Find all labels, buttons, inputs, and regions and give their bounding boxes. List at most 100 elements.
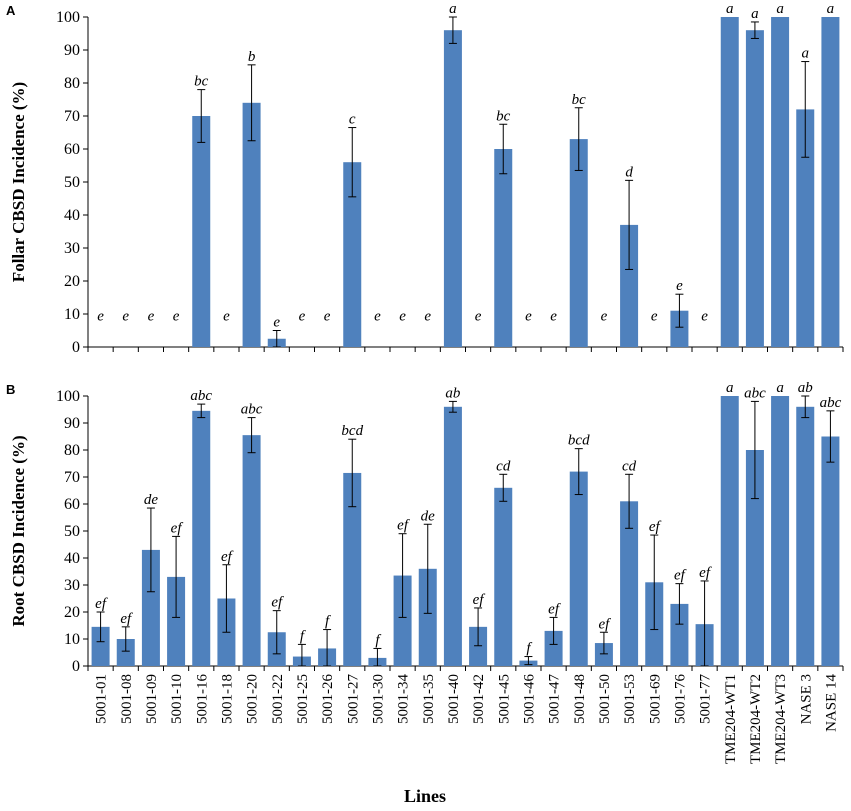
significance-letter-b: f xyxy=(325,614,331,630)
x-axis-category-labels: 5001-01 5001-08 5001-09 5001-10 5001-16 5001-… xyxy=(94,674,840,764)
x-tick-label: 5001-69 xyxy=(647,674,663,724)
y-tick-label-a: 60 xyxy=(64,141,80,158)
bar-b-5001-01 xyxy=(91,626,110,666)
bar-b-5001-42 xyxy=(469,626,488,666)
x-tick-label: 5001-77 xyxy=(698,674,714,724)
significance-letter-b: ef xyxy=(548,601,561,617)
bar-b-tme204-wt3 xyxy=(771,396,790,666)
significance-letter-a: a xyxy=(827,1,835,17)
bar-b-tme204-wt2 xyxy=(745,450,764,666)
x-tick-label: 5001-46 xyxy=(521,674,537,724)
x-tick-label: 5001-48 xyxy=(572,674,588,724)
bar-a-5001-16 xyxy=(192,116,211,347)
significance-letter-a: e xyxy=(273,315,280,331)
x-tick-label: 5001-22 xyxy=(270,674,286,724)
significance-letter-b: ef xyxy=(649,519,662,535)
bar-b-5001-53 xyxy=(620,501,639,666)
significance-letter-a: e xyxy=(299,309,306,325)
y-tick-label-a: 40 xyxy=(64,207,80,224)
significance-letter-a: e xyxy=(676,278,683,294)
x-tick-label: TME204-WT2 xyxy=(748,674,764,764)
significance-letter-b: ef xyxy=(95,596,108,612)
significance-letter-a: a xyxy=(776,1,784,17)
x-tick-label: 5001-25 xyxy=(295,674,311,724)
x-tick-label: 5001-01 xyxy=(94,674,110,724)
significance-letter-a: e xyxy=(173,309,180,325)
bar-b-5001-47 xyxy=(544,630,563,666)
x-tick-label: 5001-27 xyxy=(345,674,361,724)
significance-letter-b: bcd xyxy=(568,433,590,449)
x-tick-label: 5001-42 xyxy=(471,674,487,724)
significance-letter-b: abc xyxy=(820,395,842,411)
bar-b-5001-16 xyxy=(192,410,211,666)
significance-letter-a: e xyxy=(601,309,608,325)
significance-letter-b: cd xyxy=(496,458,511,474)
bar-a-tme204-wt2 xyxy=(745,30,764,347)
bar-a-5001-53 xyxy=(620,224,639,347)
significance-letter-b: ef xyxy=(473,592,486,608)
bar-b-5001-34 xyxy=(393,575,412,666)
panel-a-foliar-chart: 0 10 20 30 40 50 60 70 80 90 100 e e e e bc e b e e e c e e e a e b… xyxy=(6,1,844,356)
bar-b-5001-27 xyxy=(343,472,362,666)
x-tick-label: 5001-40 xyxy=(446,674,462,724)
significance-letter-b: a xyxy=(776,380,784,396)
x-tick-label: 5001-26 xyxy=(320,674,336,724)
significance-letter-b: abc xyxy=(241,402,263,418)
significance-letter-b: f xyxy=(300,628,306,644)
y-tick-label-b: 20 xyxy=(64,604,80,621)
x-tick-label: 5001-08 xyxy=(119,674,135,724)
significance-letter-a: a xyxy=(802,46,810,62)
panel-b-root-chart: 0102030405060708090100efefdeefabcefabcef… xyxy=(6,380,844,675)
y-tick-label-b: 90 xyxy=(64,415,80,432)
y-tick-label-a: 90 xyxy=(64,42,80,59)
y-axis-title-a: Follar CBSD Incidence (%) xyxy=(9,82,28,282)
significance-letter-a: d xyxy=(625,164,633,180)
x-tick-label: TME204-WT1 xyxy=(723,674,739,764)
significance-letter-b: ef xyxy=(271,595,284,611)
significance-letter-a: e xyxy=(122,309,129,325)
panel-label-b: B xyxy=(6,382,15,397)
panel-label-a: A xyxy=(6,3,16,18)
y-tick-label-a: 50 xyxy=(64,174,80,191)
significance-letter-b: ef xyxy=(120,611,133,627)
significance-letter-b: abc xyxy=(744,385,766,401)
bar-a-nase-14 xyxy=(821,17,840,347)
significance-letter-b: f xyxy=(375,632,381,648)
y-axis-title-b: Root CBSD Incidence (%) xyxy=(9,435,28,626)
significance-letter-a: bc xyxy=(194,74,209,90)
significance-letter-a: e xyxy=(550,309,557,325)
bar-b-5001-09 xyxy=(141,549,160,666)
bar-b-5001-45 xyxy=(494,487,513,666)
significance-letter-b: f xyxy=(526,641,532,657)
x-axis-title: Lines xyxy=(404,786,446,806)
bar-a-5001-20 xyxy=(242,102,261,347)
significance-letter-b: de xyxy=(144,492,159,508)
significance-letter-b: de xyxy=(421,508,436,524)
bar-b-nase-3 xyxy=(796,406,815,666)
x-tick-label: NASE 14 xyxy=(823,674,839,732)
y-tick-label-b: 10 xyxy=(64,631,80,648)
y-tick-label-a: 80 xyxy=(64,75,80,92)
significance-letter-a: b xyxy=(248,49,256,65)
y-tick-label-a: 10 xyxy=(64,306,80,323)
significance-letter-a: e xyxy=(424,309,431,325)
significance-letter-a: e xyxy=(701,309,708,325)
y-tick-label-b: 80 xyxy=(64,442,80,459)
bar-b-5001-35 xyxy=(418,568,437,666)
significance-letter-b: ab xyxy=(445,385,461,401)
x-tick-label: TME204-WT3 xyxy=(773,674,789,764)
y-tick-label-b: 30 xyxy=(64,577,80,594)
bar-a-tme204-wt3 xyxy=(771,17,790,347)
y-tick-label-b: 0 xyxy=(72,658,80,675)
significance-letter-a: a xyxy=(726,1,734,17)
significance-letter-a: e xyxy=(324,309,331,325)
significance-letter-a: c xyxy=(349,112,356,128)
significance-letter-a: e xyxy=(651,309,658,325)
x-tick-label: 5001-50 xyxy=(597,674,613,724)
bar-b-5001-08 xyxy=(116,639,135,666)
bar-a-5001-48 xyxy=(569,139,588,347)
bar-a-5001-40 xyxy=(443,30,462,347)
bar-b-5001-48 xyxy=(569,471,588,666)
y-tick-label-b: 50 xyxy=(64,523,80,540)
